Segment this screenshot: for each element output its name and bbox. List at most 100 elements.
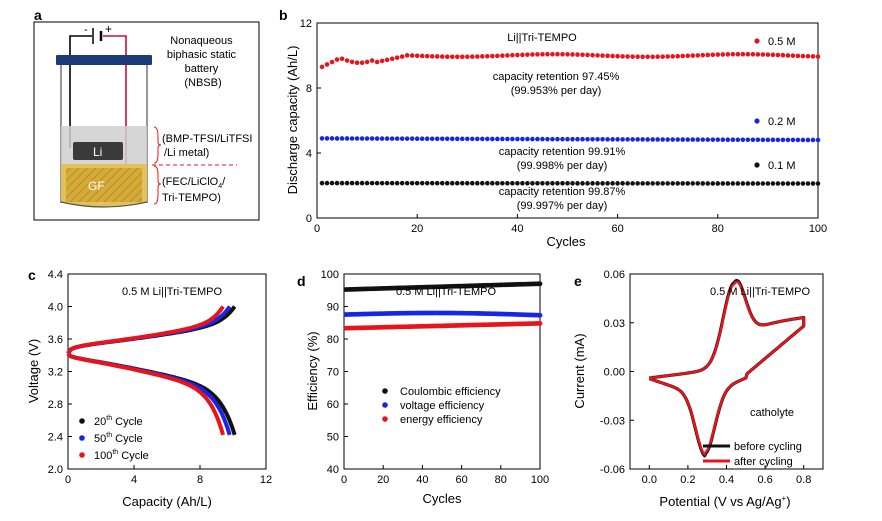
data-point [399, 136, 405, 141]
data-point [810, 54, 816, 59]
data-point [780, 52, 786, 58]
y-tick-label: 4.4 [48, 269, 63, 281]
data-point [369, 58, 375, 63]
data-point [810, 181, 816, 186]
data-point [414, 53, 420, 59]
data-point [725, 137, 731, 143]
y-tick-label: 0.03 [604, 318, 625, 330]
data-point [770, 137, 776, 143]
y-axis-label-e: Current (mA) [572, 333, 587, 408]
panel-e: e 0.0 0.2 0.4 0.6 0.8-0.06-0.030.000.030.06 … [572, 269, 824, 509]
data-point [324, 62, 330, 67]
data-point [675, 137, 681, 142]
data-point [359, 60, 365, 66]
data-point [710, 181, 716, 186]
data-point [545, 51, 550, 57]
data-point [740, 51, 746, 57]
data-point [785, 53, 791, 58]
data-point [344, 136, 350, 141]
data-point [670, 54, 676, 59]
data-point [665, 54, 670, 59]
data-point [389, 56, 395, 62]
data-point [520, 180, 525, 186]
data-point [389, 180, 395, 186]
data-point [475, 180, 480, 186]
data-point [454, 54, 460, 60]
data-point [720, 181, 726, 186]
data-point [600, 53, 605, 58]
data-point [620, 181, 625, 186]
legend-marker-50th [79, 435, 85, 441]
data-point [755, 181, 761, 186]
legend-label-voltage: voltage efficiency [400, 400, 485, 412]
data-point [765, 181, 771, 186]
data-point [485, 180, 490, 186]
data-point [560, 51, 565, 57]
retention-line-02-1: capacity retention 99.91% [499, 146, 626, 158]
top-layer-brace [153, 126, 162, 164]
x-tick-label: 20 [377, 474, 389, 486]
battery-title: Nonaqueous biphasic static battery (NBSB… [167, 35, 239, 89]
data-points-d [343, 281, 543, 331]
data-point [760, 52, 766, 57]
data-point [670, 181, 676, 186]
data-point [805, 181, 811, 186]
panel-c: c 0 4 8 12 2.0 2.4 2.8 3.2 3.6 4.0 4.4 Capacity (A… [26, 267, 272, 509]
data-point [384, 57, 390, 63]
data-point [424, 53, 430, 59]
bottom-layer-label: (FEC/LiClO4/ Tri-TEMPO) [162, 176, 228, 204]
legend-marker-coulombic [382, 388, 388, 394]
data-point [404, 180, 410, 186]
data-point [630, 54, 635, 59]
data-point [449, 180, 455, 186]
legend-label-100th: 100th Cycle [94, 449, 149, 462]
panel-letter-b: b [279, 7, 288, 23]
data-point [419, 53, 425, 59]
panel-a: a - + Li GF [33, 7, 260, 221]
data-point [800, 53, 806, 59]
data-point [785, 181, 791, 186]
data-point [645, 54, 650, 60]
data-point [490, 53, 495, 59]
data-point [750, 181, 756, 186]
data-point [535, 52, 540, 57]
data-point [715, 181, 721, 186]
data-point [750, 51, 756, 57]
data-point [485, 53, 490, 59]
legend-marker-01 [754, 162, 760, 168]
x-tick-label: 0.4 [719, 474, 734, 486]
data-point [459, 136, 465, 142]
x-tick-label: 4 [131, 474, 137, 486]
data-point [560, 181, 565, 186]
x-tick-label: 0.6 [757, 474, 772, 486]
curves-e [648, 278, 806, 458]
data-point [760, 137, 766, 143]
data-point [695, 181, 701, 186]
panel-letter-c: c [28, 267, 36, 283]
data-point [419, 136, 425, 142]
data-point [680, 53, 686, 59]
legend-marker-voltage [382, 402, 388, 408]
data-point [369, 180, 375, 186]
data-point [650, 54, 655, 60]
gf-label: GF [88, 179, 105, 193]
data-point [329, 136, 335, 141]
data-point [525, 136, 530, 142]
y-tick-label: 60 [327, 399, 339, 411]
data-point [389, 136, 395, 141]
data-point [510, 52, 515, 58]
legend-marker-energy [382, 416, 388, 422]
panel-d: d 0 20 40 60 80 100 40 50 60 70 80 90 100 Cycles Eff… [297, 269, 549, 506]
chart-title-e: 0.5 M Li||Tri-TEMPO [710, 286, 810, 298]
data-point [490, 136, 495, 142]
y-tick-label: 90 [327, 302, 339, 314]
data-point [505, 53, 510, 58]
y-tick-label: 2.0 [48, 464, 63, 476]
legend-label-50th: 50th Cycle [94, 432, 143, 445]
data-point [585, 136, 590, 142]
data-point [775, 181, 781, 186]
data-point [540, 180, 545, 186]
data-point [537, 312, 543, 318]
gf-felt [66, 168, 142, 202]
data-point [500, 136, 505, 142]
